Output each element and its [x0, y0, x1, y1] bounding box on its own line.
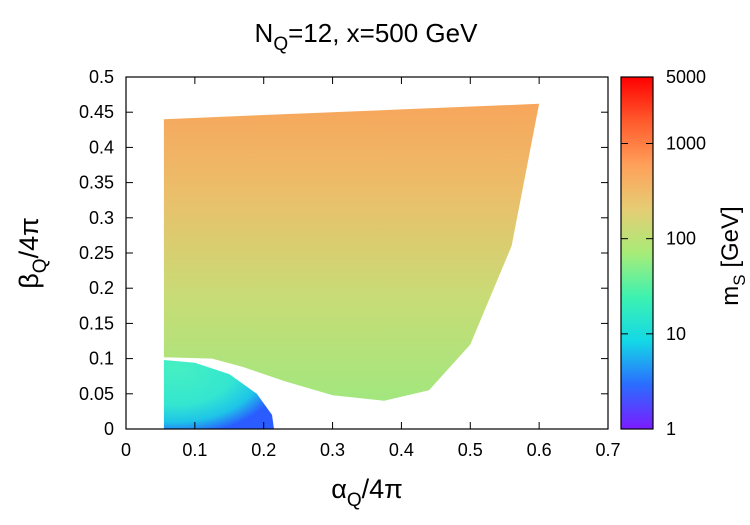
x-axis-ticks: 0 0.1 0.2 0.3 0.4 0.5 0.6 0.7 [121, 77, 621, 460]
y-tick-label: 0.1 [89, 349, 114, 369]
colorbar-frame [620, 76, 654, 430]
colorbar-label-sub: S [730, 274, 749, 285]
title-main: N [255, 18, 274, 48]
y-tick-label: 0.2 [89, 278, 114, 298]
y-tick-label: 0.45 [79, 102, 114, 122]
y-tick-label: 0.3 [89, 208, 114, 228]
colorbar-label: mS [GeV] [717, 206, 749, 305]
y-tick-label: 0.25 [79, 243, 114, 263]
colorbar-tick-label: 5000 [666, 67, 706, 87]
title-rest: =12, x=500 GeV [288, 18, 478, 48]
x-tick-label: 0.2 [251, 440, 276, 460]
y-axis-label-main: β [14, 273, 44, 289]
y-tick-label: 0.35 [79, 173, 114, 193]
data-regions [163, 103, 540, 429]
x-tick-label: 0.1 [182, 440, 207, 460]
colorbar-tick-label: 1000 [666, 134, 706, 154]
y-tick-label: 0.05 [79, 384, 114, 404]
x-tick-label: 0.6 [527, 440, 552, 460]
y-axis-label-sub: Q [30, 258, 51, 273]
x-axis-label-rest: /4π [362, 474, 403, 504]
lower-region [163, 360, 274, 429]
x-tick-label: 0.5 [458, 440, 483, 460]
y-axis-label-rest: /4π [14, 217, 44, 258]
y-tick-label: 0.5 [89, 67, 114, 87]
x-tick-label: 0.3 [320, 440, 345, 460]
x-axis-label-main: α [331, 474, 347, 504]
colorbar-label-rest: [GeV] [717, 206, 744, 274]
colorbar-ticks: 1 10 100 1000 5000 [621, 67, 706, 439]
x-tick-label: 0.7 [595, 440, 620, 460]
x-tick-label: 0 [121, 440, 131, 460]
chart-title: NQ=12, x=500 GeV [255, 18, 479, 55]
x-axis-label-sub: Q [347, 490, 362, 511]
colorbar-tick-label: 1 [666, 419, 676, 439]
x-axis-label: αQ/4π [331, 474, 403, 511]
colorbar-tick-label: 10 [666, 324, 686, 344]
y-tick-label: 0.15 [79, 313, 114, 333]
y-axis-label: βQ/4π [14, 217, 51, 288]
colorbar [621, 77, 653, 429]
colorbar-label-main: m [717, 286, 744, 306]
x-tick-label: 0.4 [389, 440, 414, 460]
colorbar-tick-label: 100 [666, 229, 696, 249]
y-tick-label: 0 [104, 419, 114, 439]
y-tick-label: 0.4 [89, 137, 114, 157]
upper-region [163, 103, 540, 401]
y-axis-ticks: 0 0.05 0.1 0.15 0.2 0.25 0.3 0.35 0.4 0.45 0.5 [79, 67, 608, 439]
title-sub: Q [273, 34, 288, 55]
